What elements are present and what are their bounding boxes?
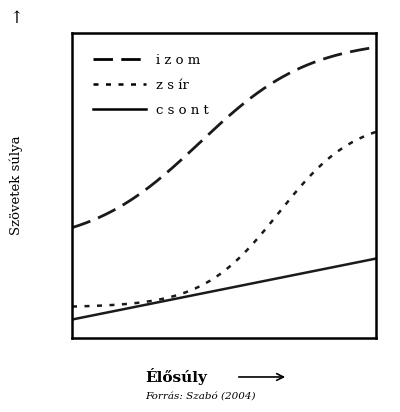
- Text: Forrás: Szabó (2004): Forrás: Szabó (2004): [145, 392, 255, 401]
- Text: Élősúly: Élősúly: [145, 368, 207, 386]
- Text: ↑: ↑: [9, 10, 23, 27]
- Text: Szövetek súlya: Szövetek súlya: [9, 136, 23, 235]
- Legend: i z o m, z s ír, c s o n t: i z o m, z s ír, c s o n t: [88, 49, 214, 122]
